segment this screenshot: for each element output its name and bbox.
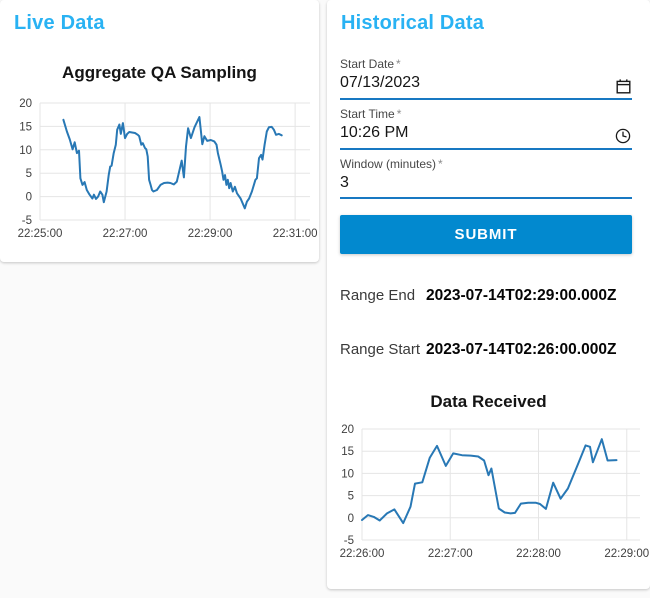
svg-text:22:29:00: 22:29:00 xyxy=(604,548,649,560)
clock-icon[interactable] xyxy=(615,128,631,144)
start-date-input[interactable]: 07/13/2023 xyxy=(340,74,421,91)
svg-text:5: 5 xyxy=(26,168,32,180)
svg-text:15: 15 xyxy=(19,121,32,133)
svg-text:22:28:00: 22:28:00 xyxy=(516,548,561,560)
svg-text:0: 0 xyxy=(348,513,354,525)
historical-data-panel: Historical Data Start Date * 07/13/2023 S… xyxy=(327,0,650,589)
window-minutes-field: Window (minutes) * 3 xyxy=(340,157,632,199)
svg-text:20: 20 xyxy=(341,424,354,436)
svg-text:-5: -5 xyxy=(344,535,354,547)
svg-text:10: 10 xyxy=(19,145,32,157)
required-asterisk: * xyxy=(396,107,402,121)
start-time-underline xyxy=(340,148,632,150)
window-minutes-underline xyxy=(340,197,632,199)
live-data-panel: Live Data Aggregate QA Sampling -5 0 5 10 15… xyxy=(0,0,319,262)
live-data-panel-title: Live Data xyxy=(14,12,105,34)
start-date-field: Start Date * 07/13/2023 xyxy=(340,57,632,100)
svg-text:-5: -5 xyxy=(22,215,32,227)
historical-data-panel-title: Historical Data xyxy=(341,12,485,34)
svg-text:10: 10 xyxy=(341,468,354,480)
svg-text:22:31:00: 22:31:00 xyxy=(273,228,318,240)
calendar-icon[interactable] xyxy=(616,79,631,94)
range-start-value: 2023-07-14T02:26:00.000Z xyxy=(426,341,617,358)
range-end-label: Range End xyxy=(340,287,416,304)
svg-text:15: 15 xyxy=(341,446,354,458)
start-time-input[interactable]: 10:26 PM xyxy=(340,124,409,141)
window-minutes-label: Window (minutes) * xyxy=(340,157,443,171)
live-chart-title: Aggregate QA Sampling xyxy=(62,63,257,82)
start-time-field: Start Time * 10:26 PM xyxy=(340,107,632,150)
svg-text:22:27:00: 22:27:00 xyxy=(428,548,473,560)
range-end-row: Range End 2023-07-14T02:29:00.000Z xyxy=(340,287,616,305)
data-received-chart-title: Data Received xyxy=(430,392,547,411)
submit-button[interactable]: SUBMIT xyxy=(340,215,632,254)
svg-text:5: 5 xyxy=(348,491,354,503)
live-chart: -5 0 5 10 15 20 22:25:00 22:27:00 22:29:00 22:31:… xyxy=(18,98,318,240)
start-date-label: Start Date * xyxy=(340,57,401,71)
svg-text:22:29:00: 22:29:00 xyxy=(188,228,233,240)
range-end-value: 2023-07-14T02:29:00.000Z xyxy=(426,287,617,304)
svg-text:22:26:00: 22:26:00 xyxy=(340,548,385,560)
svg-text:22:27:00: 22:27:00 xyxy=(103,228,148,240)
required-asterisk: * xyxy=(438,157,443,171)
window-minutes-input[interactable]: 3 xyxy=(340,174,349,191)
svg-text:0: 0 xyxy=(26,192,32,204)
required-asterisk: * xyxy=(396,57,401,71)
range-start-label: Range Start xyxy=(340,341,421,358)
range-start-row: Range Start 2023-07-14T02:26:00.000Z xyxy=(340,341,616,359)
start-time-label: Start Time * xyxy=(340,107,402,121)
start-date-underline xyxy=(340,98,632,100)
svg-text:22:25:00: 22:25:00 xyxy=(18,228,63,240)
svg-text:20: 20 xyxy=(19,98,32,110)
